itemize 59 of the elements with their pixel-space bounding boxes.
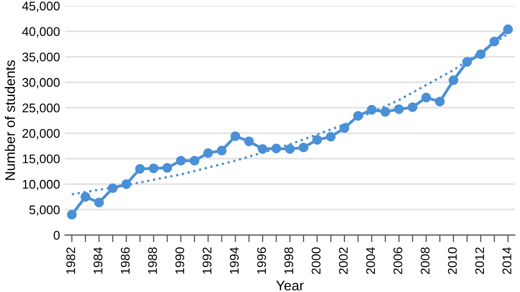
y-tick-label: 45,000 <box>22 2 60 12</box>
y-tick-label: 20,000 <box>22 128 60 140</box>
y-tick-label: 15,000 <box>22 154 60 165</box>
point <box>285 144 295 154</box>
point <box>394 104 404 114</box>
point <box>230 131 240 142</box>
y-tick-label: 5,000 <box>29 205 60 216</box>
point <box>408 102 418 112</box>
x-tick-label: 2002 <box>338 247 348 274</box>
x-tick-label: 2012 <box>475 247 484 274</box>
point <box>190 156 200 166</box>
x-tick-label: 1998 <box>284 247 294 274</box>
point <box>312 134 322 145</box>
point <box>326 132 336 142</box>
x-tick-label: 1986 <box>120 247 130 274</box>
point <box>135 164 145 174</box>
point <box>203 148 213 158</box>
point <box>462 57 472 67</box>
x-tick-label: 2000 <box>312 247 321 274</box>
point <box>340 123 350 133</box>
point <box>176 156 186 166</box>
point <box>380 106 390 117</box>
y-tick-label: 35,000 <box>22 52 60 63</box>
x-tick-label: 1992 <box>202 247 212 274</box>
point <box>258 144 268 154</box>
point <box>162 162 172 173</box>
x-tick-label: 1990 <box>175 247 184 274</box>
point <box>66 210 77 220</box>
point <box>421 92 432 102</box>
y-tick-label: 40,000 <box>22 27 60 38</box>
point <box>298 142 308 152</box>
point <box>503 24 513 34</box>
point <box>216 146 227 156</box>
x-tick-label: 1984 <box>94 247 102 274</box>
x-tick-label: 2004 <box>366 247 376 274</box>
y-axis-title: Number of students <box>4 60 15 180</box>
x-tick-label: 2008 <box>420 247 430 274</box>
point <box>366 104 377 115</box>
x-tick-label: 2006 <box>393 247 402 274</box>
point <box>244 136 254 146</box>
point <box>80 192 90 202</box>
x-tick-label: 1988 <box>148 247 157 274</box>
point <box>448 75 458 86</box>
x-tick-label: 1982 <box>66 247 76 274</box>
y-tick-label: 0 <box>54 230 60 240</box>
y-tick-label: 30,000 <box>22 78 60 88</box>
point <box>108 183 118 194</box>
x-tick-label: 1994 <box>230 247 239 274</box>
x-tick-label: 2010 <box>448 247 457 274</box>
point <box>434 96 445 106</box>
x-tick-label: 1996 <box>257 247 266 274</box>
y-tick-label: 10,000 <box>22 180 60 190</box>
point <box>476 49 486 60</box>
point <box>148 163 158 174</box>
point <box>94 198 104 208</box>
point <box>489 36 500 46</box>
x-axis-title: Year <box>276 280 304 290</box>
x-tick-label: 2014 <box>502 247 512 274</box>
y-tick-label: 25,000 <box>22 104 60 114</box>
